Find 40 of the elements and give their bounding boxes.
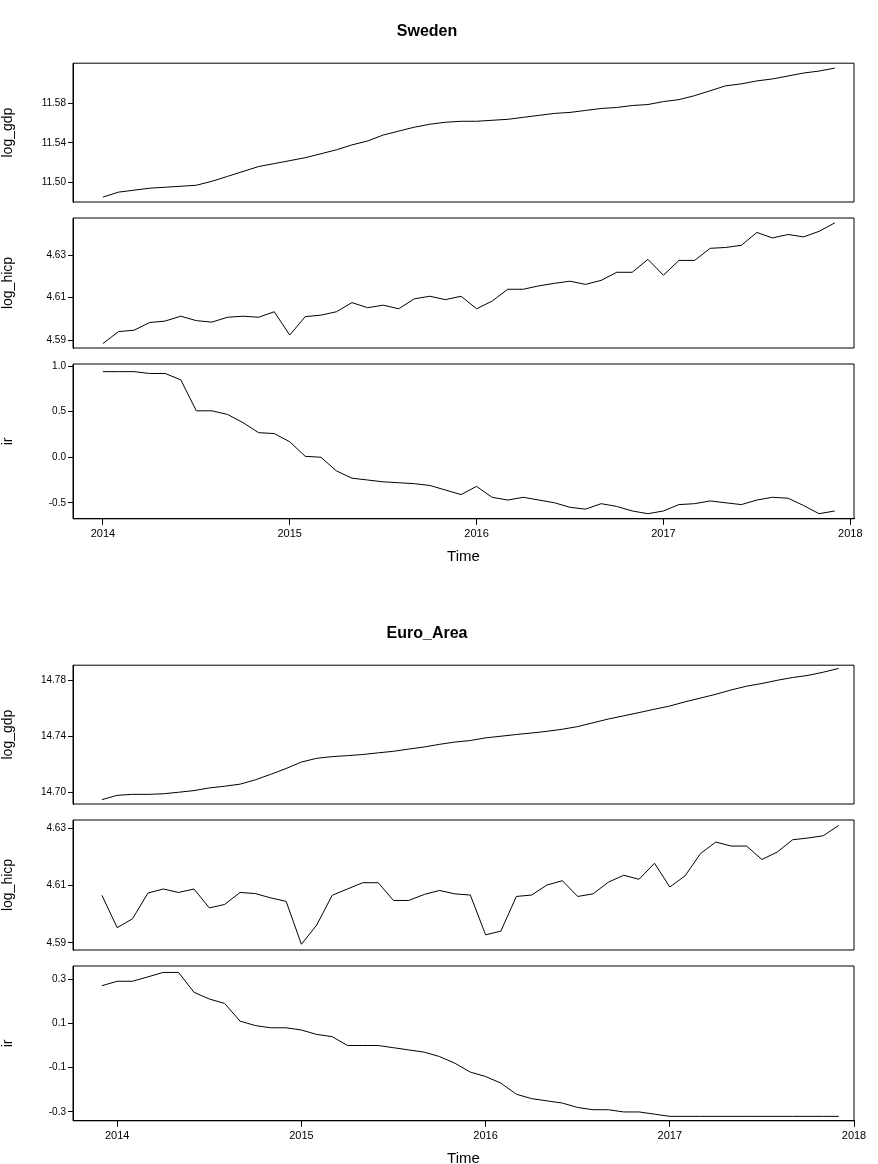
y-tick-label: 0.0 [52, 450, 67, 462]
y-tick-label: 14.74 [40, 729, 67, 741]
x-tick-label: 2016 [464, 527, 489, 540]
y-tick-label: 4.59 [46, 333, 67, 345]
y-tick-label: -0.3 [48, 1105, 67, 1117]
y-tick-label: -0.5 [48, 496, 67, 508]
y-tick-label: 11.50 [41, 176, 67, 188]
chart-title: Euro_Area [386, 624, 468, 642]
y-tick-label: 4.61 [46, 879, 67, 891]
y-tick-label: 0.1 [52, 1017, 67, 1029]
y-tick-label: 4.63 [46, 249, 67, 261]
y-tick-label: 0.5 [52, 405, 67, 417]
y-tick-label: 14.70 [40, 785, 67, 797]
y-axis-title: log_gdp [0, 107, 16, 158]
y-axis-title: ir [0, 1039, 16, 1048]
x-tick-label: 2015 [289, 1129, 314, 1142]
y-tick-label: 4.61 [46, 291, 67, 303]
x-tick-label: 2018 [838, 527, 863, 540]
y-tick-label: 4.63 [46, 822, 67, 834]
x-tick-label: 2014 [104, 1129, 130, 1142]
y-tick-label: 14.78 [40, 674, 67, 686]
x-tick-label: 2015 [277, 527, 302, 540]
x-axis-title: Time [447, 547, 480, 565]
y-tick-label: -0.1 [48, 1061, 67, 1073]
x-tick-label: 2018 [841, 1129, 867, 1142]
x-tick-label: 2017 [657, 1129, 683, 1142]
y-axis-title: ir [0, 437, 16, 446]
y-axis-title: log_hicp [0, 256, 16, 310]
y-tick-label: 0.3 [52, 972, 67, 984]
y-axis-title: log_hicp [0, 858, 16, 912]
x-axis-title: Time [447, 1149, 480, 1164]
chart-title: Sweden [396, 22, 458, 40]
y-tick-label: 1.0 [52, 359, 67, 371]
x-tick-label: 2014 [90, 527, 116, 540]
y-tick-label: 4.59 [46, 936, 67, 948]
x-tick-label: 2017 [651, 527, 676, 540]
y-tick-label: 11.54 [41, 136, 67, 148]
y-tick-label: 11.58 [41, 97, 67, 109]
y-axis-title: log_gdp [0, 709, 16, 760]
x-tick-label: 2016 [473, 1129, 498, 1142]
